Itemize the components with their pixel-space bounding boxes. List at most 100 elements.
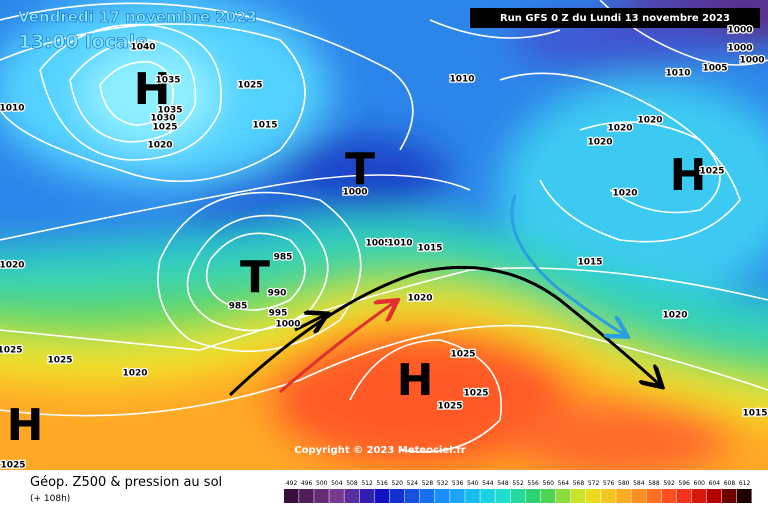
isobar-label: 1025 [0,346,23,356]
pressure-center: H [670,150,707,201]
scale-label: 564 [558,480,570,487]
scale-swatch [525,489,541,503]
scale-label: 528 [422,480,434,487]
isobar-label: 990 [268,289,287,299]
scale-swatch [419,489,435,503]
isobar-label: 1025 [47,356,72,366]
scale-label: 596 [678,480,690,487]
isobar-label: 1015 [417,244,442,254]
scale-swatch [691,489,707,503]
scale-label: 588 [648,480,660,487]
scale-swatch [329,489,344,503]
scale-swatch [706,489,722,503]
isobar-label: 1030 [150,114,175,124]
isobar-label: 985 [274,253,293,263]
scale-swatch [299,489,314,503]
isobar-label: 1035 [157,106,182,116]
scale-label: 496 [301,480,313,487]
isobar-label: 1000 [275,320,300,330]
isobar-label: 1000 [727,26,752,36]
pressure-center: T [240,252,270,303]
scale-swatch [555,489,571,503]
scale-label: 552 [512,480,524,487]
isobar-label: 1020 [612,189,637,199]
scale-label: 500 [316,480,328,487]
scale-swatch [450,489,465,503]
scale-label: 492 [286,480,298,487]
scale-label: 608 [724,480,736,487]
scale-label: 516 [376,480,388,487]
scale-swatch [646,489,661,503]
scale-label: 544 [482,480,494,487]
isobars [0,0,768,453]
scale-swatch [676,489,692,503]
valid-date: Vendredi 17 novembre 2023 [18,8,257,26]
scale-swatch [344,489,359,503]
scale-label: 536 [452,480,464,487]
scale-swatch [510,489,526,503]
scale-label: 584 [633,480,645,487]
isobar-label: 985 [229,302,248,312]
scale-label: 504 [331,480,343,487]
scale-swatch [314,489,329,503]
isobar-label: 1025 [463,389,488,399]
scale-swatch [465,489,480,503]
scale-label: 532 [437,480,449,487]
isobar-label: 1020 [122,369,147,379]
scale-swatch [586,489,601,503]
scale-swatch [374,489,390,503]
scale-swatch [570,489,586,503]
isobar-label: 1000 [727,44,752,54]
scale-label: 512 [361,480,373,487]
legend-title: Géop. Z500 & pression au sol [30,475,222,490]
isobar-label: 1015 [577,258,602,268]
scale-label: 604 [709,480,721,487]
scale-swatch [359,489,375,503]
isobar-label: 1025 [152,123,177,133]
isobar-label: 1000 [739,56,764,66]
isobar-label: 1025 [437,402,462,412]
legend-subtitle: (+ 108h) [30,494,70,504]
scale-swatch [601,489,616,503]
isobar-label: 1005 [702,64,727,74]
isobar-label: 1010 [0,104,25,114]
scale-swatch [389,489,405,503]
scale-label: 600 [694,480,706,487]
scale-swatch [721,489,737,503]
scale-swatch [616,489,631,503]
scale-swatch [631,489,646,503]
scale-swatch [495,489,510,503]
run-info: Run GFS 0 Z du Lundi 13 novembre 2023 [500,13,730,24]
isobar-label: 1020 [607,124,632,134]
pressure-center: T [345,144,375,195]
scale-swatch [540,489,556,503]
scale-label: 612 [739,480,751,487]
isobar-label: 1020 [147,141,172,151]
pressure-center: H [397,355,434,406]
scale-swatch [480,489,495,503]
scale-label: 576 [603,480,615,487]
pressure-center: H [134,64,171,115]
scale-label: 520 [392,480,404,487]
scale-label: 540 [467,480,479,487]
isobar-label: 1010 [449,75,474,85]
isobar-label: 1020 [0,261,25,271]
isobar-label: 1025 [0,461,25,471]
scale-swatch [284,489,299,503]
flow-arrows [228,194,660,397]
scale-label: 524 [407,480,419,487]
scale-label: 548 [497,480,509,487]
pressure-center: H [7,400,44,451]
local-time: 13:00 locale [18,31,148,53]
scale-label: 560 [543,480,555,487]
scale-swatch [661,489,677,503]
scale-label: 556 [527,480,539,487]
isobar-label: 995 [269,309,288,319]
isobar-label: 1010 [665,69,690,79]
isobar-label: 1000 [342,188,367,198]
scale-swatch [404,489,420,503]
scale-swatch [435,489,450,503]
run-box [470,8,760,28]
